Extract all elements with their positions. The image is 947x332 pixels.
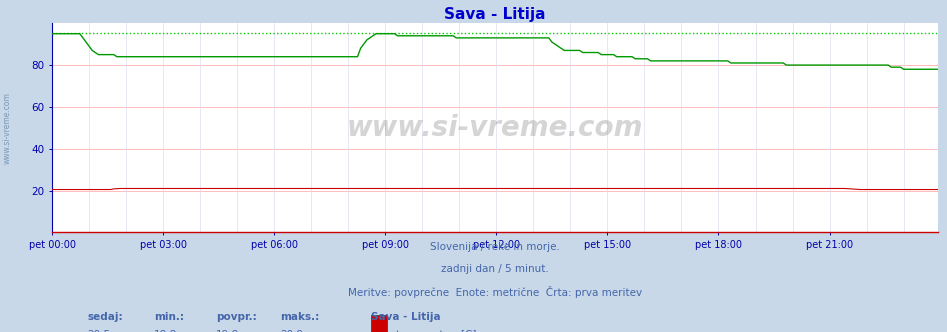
Text: maks.:: maks.: <box>280 311 320 322</box>
Text: sedaj:: sedaj: <box>87 311 123 322</box>
Text: www.si-vreme.com: www.si-vreme.com <box>347 114 643 142</box>
Text: povpr.:: povpr.: <box>216 311 257 322</box>
Text: Sava - Litija: Sava - Litija <box>371 311 440 322</box>
Text: Meritve: povprečne  Enote: metrične  Črta: prva meritev: Meritve: povprečne Enote: metrične Črta:… <box>348 287 642 298</box>
Text: 19,8: 19,8 <box>216 330 240 332</box>
Text: www.si-vreme.com: www.si-vreme.com <box>3 92 12 164</box>
Title: Sava - Litija: Sava - Litija <box>444 7 545 22</box>
Text: Slovenija / reke in morje.: Slovenija / reke in morje. <box>430 242 560 252</box>
Text: zadnji dan / 5 minut.: zadnji dan / 5 minut. <box>441 264 548 274</box>
Text: 20,9: 20,9 <box>280 330 304 332</box>
Text: 18,8: 18,8 <box>154 330 177 332</box>
Text: temperatura[C]: temperatura[C] <box>396 330 477 332</box>
Bar <box>371 315 386 332</box>
Text: 20,5: 20,5 <box>87 330 111 332</box>
Text: min.:: min.: <box>154 311 184 322</box>
